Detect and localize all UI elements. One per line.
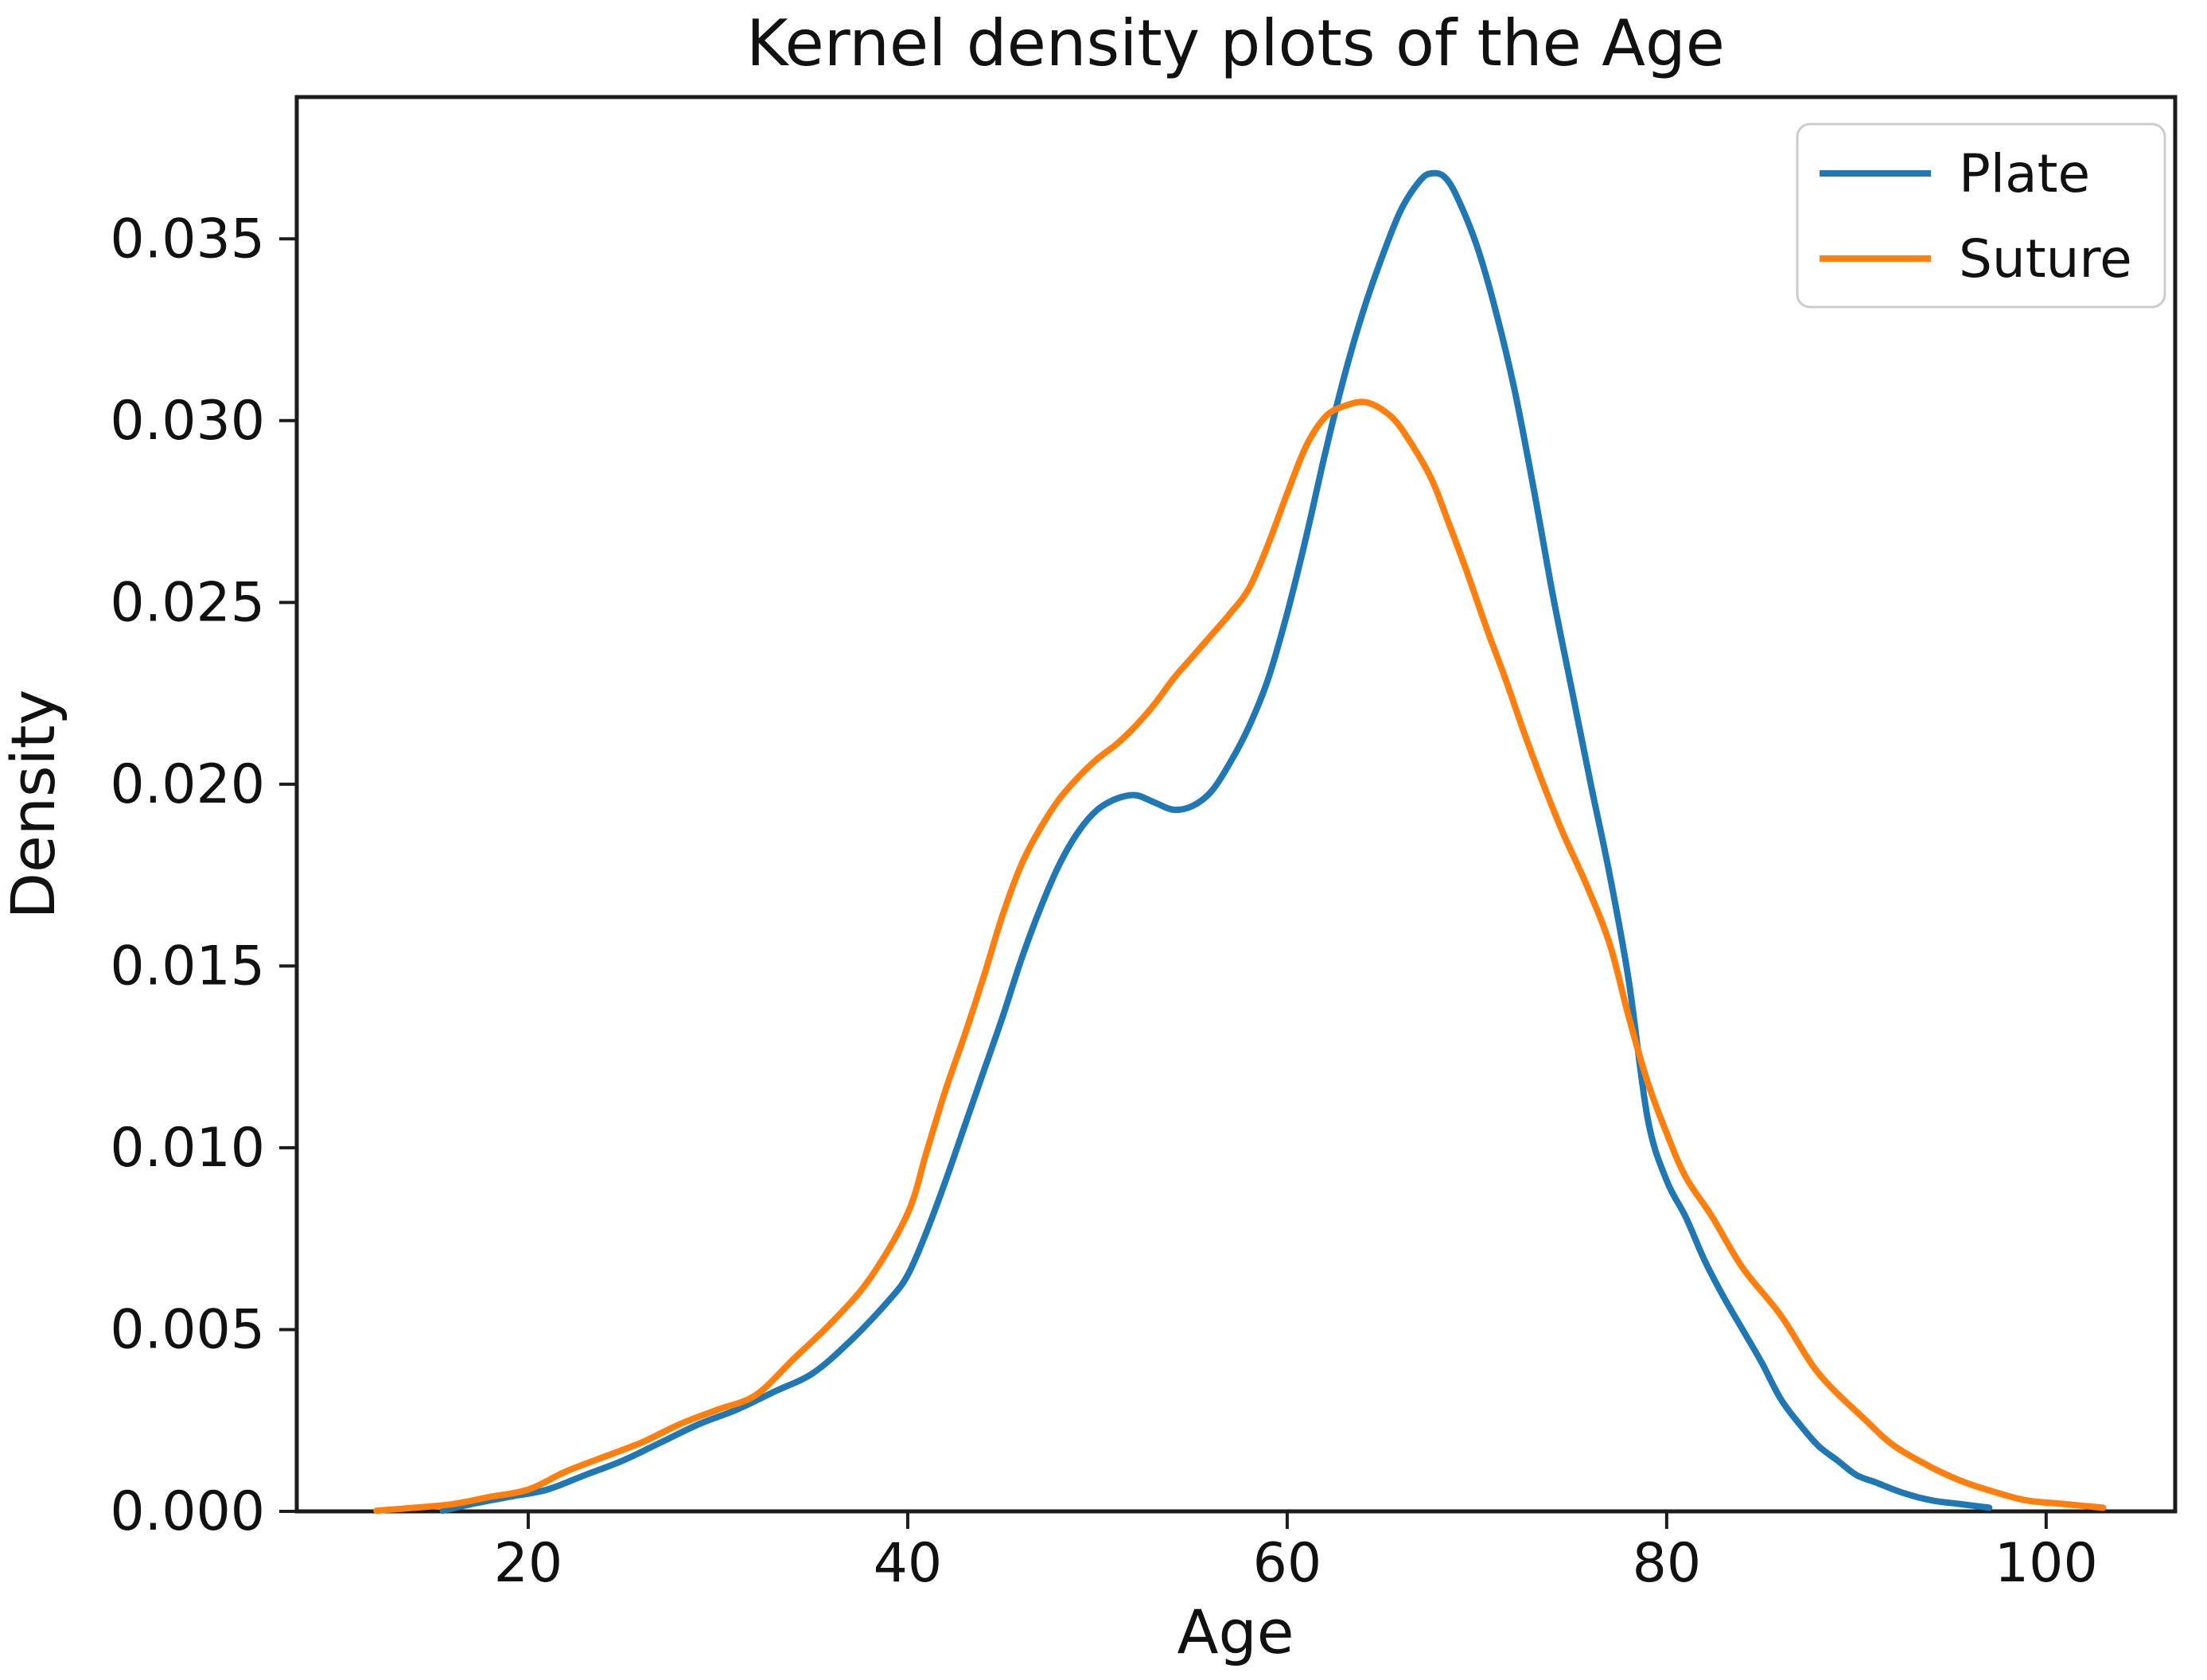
x-tick-label: 40 — [874, 1532, 943, 1595]
y-tick-label: 0.020 — [110, 753, 265, 816]
density-curves — [373, 169, 2107, 1515]
y-tick-label: 0.005 — [110, 1298, 265, 1361]
x-axis-label: Age — [1177, 1596, 1294, 1667]
y-axis-label: Density — [0, 690, 68, 920]
x-tick-label: 20 — [494, 1532, 563, 1595]
series-line-suture — [373, 399, 2107, 1515]
y-axis-ticks: 0.000 0.005 0.010 0.015 0.020 0.025 0.030 0.035 — [110, 208, 297, 1543]
legend: Plate Suture — [1796, 122, 2166, 309]
x-axis-ticks: 20 40 60 80 100 — [494, 1511, 2098, 1595]
x-tick-label: 100 — [1995, 1532, 2098, 1595]
legend-label-plate: Plate — [1959, 143, 2090, 204]
y-tick-label: 0.010 — [110, 1117, 265, 1180]
y-tick-label: 0.030 — [110, 390, 265, 453]
chart-title: Kernel density plots of the Age — [746, 6, 1725, 80]
plot-frame — [294, 95, 2178, 1514]
x-tick-label: 60 — [1253, 1532, 1322, 1595]
legend-label-suture: Suture — [1959, 228, 2132, 290]
y-tick-label: 0.000 — [110, 1480, 265, 1543]
x-tick-label: 80 — [1633, 1532, 1702, 1595]
y-tick-label: 0.035 — [110, 208, 265, 270]
y-tick-label: 0.025 — [110, 571, 265, 634]
series-line-plate — [439, 169, 1993, 1515]
y-tick-label: 0.015 — [110, 935, 265, 998]
